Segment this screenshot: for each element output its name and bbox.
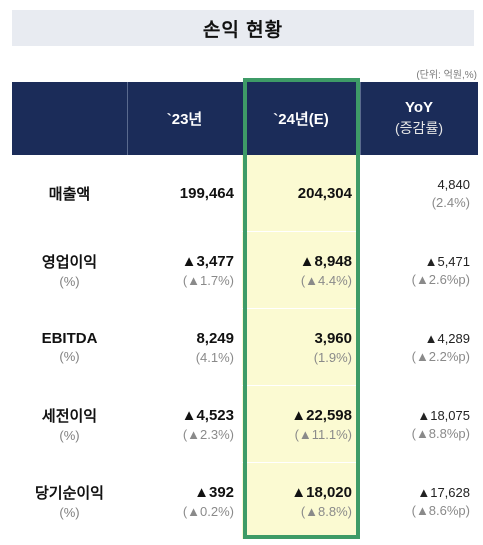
row-label: 매출액 — [12, 155, 127, 231]
value-yoy: ▲4,289 — [424, 330, 470, 346]
income-table: `23년 `24년(E) YoY (증감률) 매출액 199,464 204,3… — [12, 82, 478, 540]
cell-yoy: ▲18,075 (▲8.8%p) — [360, 386, 478, 462]
pct-2023: (4.1%) — [195, 349, 234, 365]
cell-2023: 8,249 (4.1%) — [127, 309, 242, 385]
table-header: `23년 `24년(E) YoY (증감률) — [12, 82, 478, 155]
pct-2024e: (▲4.4%) — [300, 272, 352, 288]
cell-2024e: ▲22,598 (▲11.1%) — [242, 386, 360, 462]
cell-yoy: 4,840 (2.4%) — [360, 155, 478, 231]
table-row: EBITDA (%) 8,249 (4.1%) 3,960 (1.9%) ▲4,… — [12, 309, 478, 386]
cell-yoy: ▲4,289 (▲2.2%p) — [360, 309, 478, 385]
header-yoy: YoY (증감률) — [360, 82, 478, 155]
pct-yoy: (▲2.6%p) — [411, 271, 470, 287]
cell-2023: 199,464 — [127, 155, 242, 231]
value-yoy: ▲5,471 — [424, 253, 470, 269]
cell-2023: ▲4,523 (▲2.3%) — [127, 386, 242, 462]
pct-yoy: (▲2.2%p) — [411, 348, 470, 364]
cell-yoy: ▲17,628 (▲8.6%p) — [360, 463, 478, 539]
row-label-main: 세전이익 — [41, 408, 98, 425]
cell-2024e: ▲8,948 (▲4.4%) — [242, 232, 360, 308]
pct-2024e: (▲8.8%) — [300, 503, 352, 519]
value-2024e: 204,304 — [297, 184, 352, 202]
row-label-sub: (%) — [59, 349, 80, 364]
value-yoy: ▲17,628 — [417, 484, 470, 500]
row-label-main: 당기순이익 — [34, 485, 104, 502]
row-label: 세전이익 (%) — [12, 386, 127, 462]
unit-note: (단위: 억원,%) — [416, 70, 477, 81]
row-label: EBITDA (%) — [12, 309, 127, 385]
value-yoy: 4,840 — [437, 176, 470, 192]
header-2024e: `24년(E) — [273, 111, 329, 128]
cell-2024e: ▲18,020 (▲8.8%) — [242, 463, 360, 539]
value-2023: 8,249 — [196, 329, 234, 347]
value-yoy: ▲18,075 — [417, 407, 470, 423]
pct-2024e: (▲11.1%) — [294, 426, 352, 442]
row-label-sub: (%) — [59, 428, 80, 443]
header-divider — [127, 82, 128, 155]
cell-yoy: ▲5,471 (▲2.6%p) — [360, 232, 478, 308]
value-2023: ▲4,523 — [181, 406, 234, 424]
header-2023: `23년 — [166, 111, 203, 128]
cell-2023: ▲3,477 (▲1.7%) — [127, 232, 242, 308]
table-row: 매출액 199,464 204,304 4,840 (2.4%) — [12, 155, 478, 232]
cell-2024e: 204,304 — [242, 155, 360, 231]
value-2023: 199,464 — [179, 184, 234, 202]
value-2023: ▲392 — [194, 483, 234, 501]
row-label-main: 매출액 — [48, 185, 91, 203]
row-label-sub: (%) — [59, 274, 80, 289]
table-row: 당기순이익 (%) ▲392 (▲0.2%) ▲18,020 (▲8.8%) ▲… — [12, 463, 478, 540]
value-2024e: ▲8,948 — [299, 252, 352, 270]
pct-2023: (▲1.7%) — [182, 272, 234, 288]
header-yoy-sub: (증감률) — [395, 120, 443, 136]
row-label-sub: (%) — [59, 505, 80, 520]
header-divider — [360, 82, 361, 155]
row-label: 영업이익 (%) — [12, 232, 127, 308]
row-label: 당기순이익 (%) — [12, 463, 127, 539]
header-blank — [12, 82, 127, 155]
value-2023: ▲3,477 — [181, 252, 234, 270]
value-2024e: ▲18,020 — [291, 483, 352, 501]
pct-2023: (▲2.3%) — [182, 426, 234, 442]
pct-2024e: (1.9%) — [313, 349, 352, 365]
value-2024e: 3,960 — [314, 329, 352, 347]
row-label-main: EBITDA — [41, 330, 98, 347]
pct-yoy: (2.4%) — [431, 194, 470, 210]
value-2024e: ▲22,598 — [291, 406, 352, 424]
pct-yoy: (▲8.8%p) — [411, 425, 470, 441]
table-row: 영업이익 (%) ▲3,477 (▲1.7%) ▲8,948 (▲4.4%) ▲… — [12, 232, 478, 309]
row-label-main: 영업이익 — [41, 254, 98, 271]
cell-2024e: 3,960 (1.9%) — [242, 309, 360, 385]
page-title: 손익 현황 — [12, 10, 474, 46]
table-row: 세전이익 (%) ▲4,523 (▲2.3%) ▲22,598 (▲11.1%)… — [12, 386, 478, 463]
header-yoy-label: YoY — [404, 99, 434, 116]
pct-2023: (▲0.2%) — [182, 503, 234, 519]
pct-yoy: (▲8.6%p) — [411, 502, 470, 518]
cell-2023: ▲392 (▲0.2%) — [127, 463, 242, 539]
